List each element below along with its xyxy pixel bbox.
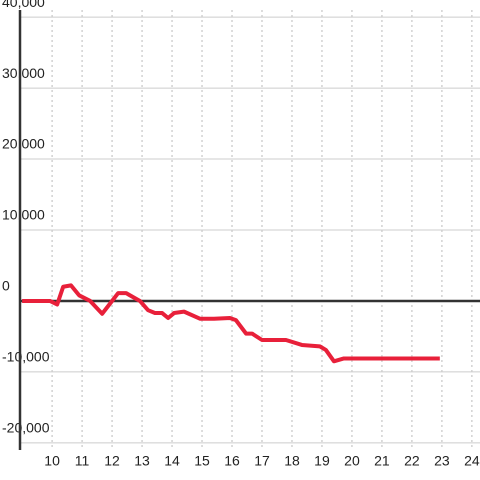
y-tick-label: 0 (2, 278, 10, 294)
x-tick-label: 20 (344, 453, 360, 469)
x-tick-label: 12 (104, 453, 120, 469)
x-tick-label: 11 (75, 453, 90, 469)
x-tick-label: 15 (194, 453, 210, 469)
x-tick-label: 13 (134, 453, 150, 469)
y-tick-label: 30,000 (2, 65, 45, 81)
y-tick-label: 40,000 (2, 0, 45, 10)
y-tick-label: -10,000 (2, 349, 50, 365)
x-tick-label: 21 (374, 453, 390, 469)
x-tick-label: 22 (404, 453, 420, 469)
x-tick-label: 14 (164, 453, 180, 469)
y-tick-label: 20,000 (2, 136, 45, 152)
x-tick-label: 10 (44, 453, 60, 469)
x-tick-label: 23 (434, 453, 450, 469)
x-tick-label: 24 (464, 453, 480, 469)
y-tick-label: -20,000 (2, 420, 50, 436)
x-tick-label: 17 (254, 453, 270, 469)
x-tick-label: 18 (284, 453, 300, 469)
x-tick-label: 16 (224, 453, 240, 469)
x-tick-label: 19 (314, 453, 330, 469)
y-tick-label: 10,000 (2, 207, 45, 223)
line-series (22, 283, 440, 364)
